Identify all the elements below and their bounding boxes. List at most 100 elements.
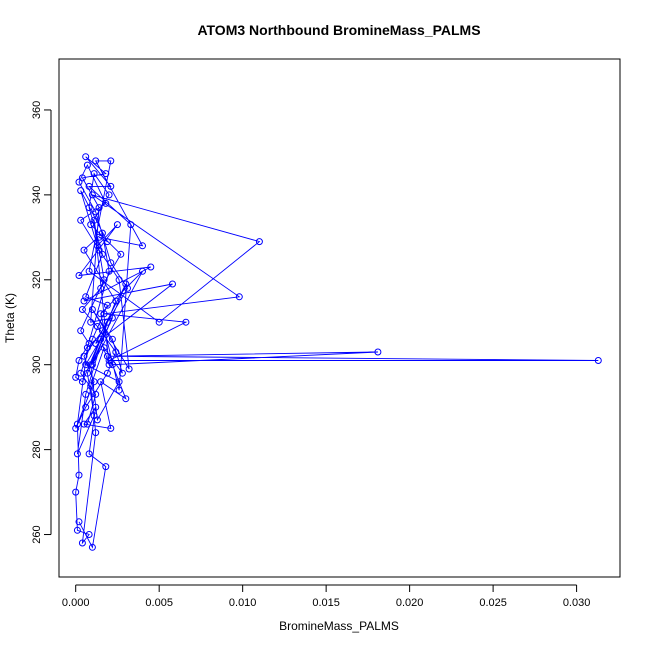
data-point	[95, 233, 103, 241]
data-point	[255, 238, 263, 246]
data-point	[155, 318, 163, 326]
data-point	[72, 373, 80, 381]
data-point	[85, 531, 93, 538]
data-point	[80, 297, 88, 305]
x-axis-label: BromineMass_PALMS	[279, 619, 399, 633]
data-point	[594, 357, 602, 364]
data-point	[83, 344, 91, 352]
y-tick-label: 260	[31, 525, 43, 543]
data-point	[108, 335, 116, 343]
data-point	[95, 246, 103, 254]
data-point	[73, 526, 81, 534]
data-point	[93, 242, 101, 250]
data-point	[97, 284, 105, 292]
data-point	[75, 471, 83, 479]
data-point	[235, 293, 243, 301]
data-point	[72, 488, 80, 496]
data-point	[108, 361, 116, 369]
x-tick-label: 0.000	[62, 597, 90, 609]
data-point	[93, 323, 101, 330]
data-point	[78, 306, 86, 313]
data-point	[113, 221, 121, 229]
data-point	[98, 250, 106, 258]
x-tick-label: 0.015	[312, 597, 340, 609]
data-point	[82, 293, 90, 301]
data-point	[72, 424, 80, 432]
data-point	[93, 416, 101, 424]
data-point	[107, 259, 115, 267]
y-axis-label: Theta (K)	[3, 293, 17, 343]
y-tick-label: 320	[31, 271, 43, 289]
data-point	[87, 318, 95, 326]
data-point	[75, 518, 83, 526]
data-point	[82, 390, 90, 398]
data-point	[78, 378, 86, 386]
data-point	[88, 543, 96, 551]
data-point	[87, 382, 95, 390]
data-point	[147, 263, 155, 271]
data-point	[115, 276, 123, 284]
data-point	[98, 327, 106, 335]
y-tick-label: 280	[31, 440, 43, 458]
plot-frame	[58, 58, 621, 578]
data-point	[77, 187, 85, 195]
data-point	[100, 310, 108, 318]
data-point	[97, 378, 105, 386]
data-point	[78, 539, 86, 547]
data-point	[85, 267, 93, 275]
data-point	[77, 327, 85, 335]
data-point	[80, 420, 88, 428]
data-point	[85, 182, 93, 190]
data-point	[80, 352, 88, 360]
x-tick-label: 0.005	[145, 597, 173, 609]
y-tick-label: 360	[31, 101, 43, 119]
data-point	[80, 246, 88, 254]
data-point	[77, 369, 85, 377]
data-point	[97, 310, 105, 318]
data-point	[95, 204, 103, 212]
data-point	[107, 157, 115, 165]
data-point	[107, 182, 115, 190]
data-point	[92, 403, 100, 411]
data-point	[90, 216, 98, 224]
data-point	[125, 365, 133, 373]
data-point	[103, 369, 111, 377]
data-point	[103, 238, 111, 246]
x-tick-label: 0.025	[479, 597, 507, 609]
data-point	[73, 450, 81, 458]
data-point	[73, 420, 81, 428]
data-point	[77, 216, 85, 224]
data-point	[103, 301, 111, 309]
data-point	[92, 429, 100, 437]
data-point	[124, 284, 131, 292]
data-point	[107, 424, 115, 432]
y-tick-label: 340	[31, 186, 43, 204]
data-point	[83, 161, 91, 169]
data-point	[82, 403, 90, 411]
data-point	[82, 361, 90, 369]
x-axis: 0.000 0.005 0.010 0.015 0.020 0.025 0.030	[62, 584, 590, 609]
data-point	[139, 267, 146, 275]
data-point	[105, 361, 113, 369]
data-point	[88, 335, 96, 343]
data-point	[85, 204, 93, 212]
data-point	[103, 352, 111, 360]
data-point	[100, 344, 108, 352]
data-point	[87, 221, 95, 229]
data-point	[82, 153, 90, 161]
x-tick-label: 0.010	[229, 597, 257, 609]
data-point	[169, 280, 176, 288]
data-point	[102, 199, 110, 207]
data-point	[117, 250, 125, 258]
data-point	[105, 357, 113, 364]
data-point	[92, 208, 100, 216]
series-line	[75, 156, 599, 549]
data-point	[182, 318, 190, 326]
data-point	[108, 314, 116, 322]
series-points	[72, 153, 602, 551]
data-point	[75, 272, 83, 279]
data-point	[85, 450, 93, 458]
data-point	[115, 386, 123, 394]
data-point	[105, 191, 113, 199]
data-point	[78, 174, 86, 182]
